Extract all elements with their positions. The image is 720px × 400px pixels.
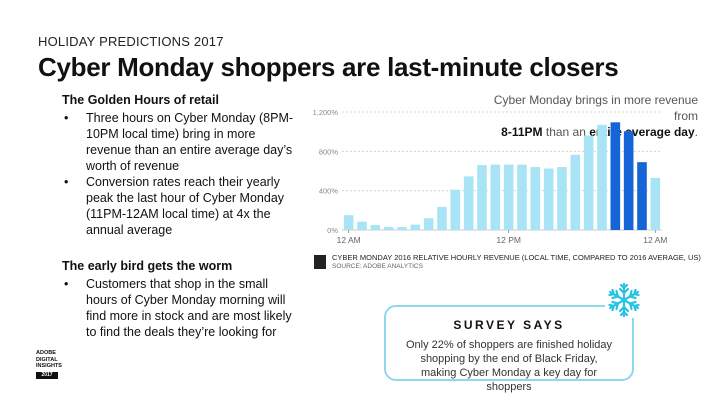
chart-callout: Cyber Monday brings in more revenue from… <box>470 92 698 140</box>
snowflake-icon <box>607 282 641 318</box>
adobe-digital-insights-badge: ADOBE DIGITAL INSIGHTS 2017 <box>36 350 66 386</box>
chart-legend: CYBER MONDAY 2016 RELATIVE HOURLY REVENU… <box>314 253 704 275</box>
badge-year: 2017 <box>36 371 58 379</box>
bar-hour-20 <box>610 122 621 230</box>
badge-line: DIGITAL <box>36 356 58 363</box>
left-column: The Golden Hours of retail Three hours o… <box>62 92 302 340</box>
bar-hour-22 <box>637 162 647 230</box>
bar-hour-7 <box>437 206 447 230</box>
survey-box: SURVEY SAYS Only 22% of shoppers are fin… <box>384 305 634 393</box>
survey-heading: SURVEY SAYS <box>453 318 565 332</box>
snowflake-badge <box>604 280 644 320</box>
eyebrow-label: HOLIDAY PREDICTIONS 2017 <box>38 34 224 49</box>
bar-hour-0 <box>343 215 354 230</box>
golden-hours-heading: The Golden Hours of retail <box>62 93 219 107</box>
bar-hour-15 <box>543 168 554 230</box>
bar-hour-13 <box>517 164 527 230</box>
bar-hour-14 <box>530 167 541 230</box>
bar-hour-19 <box>597 124 607 230</box>
bar-hour-2 <box>370 225 381 230</box>
callout-bold-hours: 8-11PM <box>501 125 543 139</box>
bar-hour-8 <box>450 189 461 230</box>
bar-hour-9 <box>463 176 474 230</box>
page-title: Cyber Monday shoppers are last-minute cl… <box>38 52 619 82</box>
bar-hour-6 <box>423 218 434 230</box>
survey-text: Only 22% of shoppers are finished holida… <box>405 339 613 393</box>
hourly-revenue-chart: 0% 400% 800% 1,200% 12 AM 12 PM 12 AM <box>313 108 668 245</box>
bar-hour-17 <box>570 154 581 230</box>
golden-hours-list: Three hours on Cyber Monday (8PM-10PM lo… <box>62 110 302 238</box>
chart-caption: CYBER MONDAY 2016 RELATIVE HOURLY REVENU… <box>332 253 701 262</box>
callout-end: . <box>694 125 698 139</box>
early-bird-heading: The early bird gets the worm <box>62 259 233 273</box>
bar-hour-16 <box>557 167 567 230</box>
badge-line: ADOBE <box>36 350 56 356</box>
early-bird-list: Customers that shop in the small hours o… <box>62 276 302 340</box>
bullet-item: Customers that shop in the small hours o… <box>62 276 302 340</box>
y-tick-label: 0% <box>327 226 338 235</box>
bar-hour-1 <box>357 221 367 230</box>
y-tick-label: 400% <box>319 187 339 196</box>
bar-hour-10 <box>477 165 487 230</box>
x-tick-label: 12 PM <box>496 235 521 245</box>
bar-hour-12 <box>503 164 514 230</box>
x-tick-label: 12 AM <box>643 235 667 245</box>
bar-hour-18 <box>583 135 594 230</box>
x-tick-label: 12 AM <box>337 235 361 245</box>
bullet-item: Three hours on Cyber Monday (8PM-10PM lo… <box>62 110 302 174</box>
bar-hour-5 <box>410 224 421 230</box>
bar-hour-23 <box>650 177 661 230</box>
y-tick-label: 1,200% <box>313 108 339 117</box>
bar-hour-21 <box>623 131 634 230</box>
badge-line: INSIGHTS <box>36 363 62 369</box>
callout-line1: Cyber Monday brings in more revenue from <box>493 93 698 123</box>
bar-hour-4 <box>397 227 407 230</box>
adobe-logo-icon <box>314 255 326 269</box>
chart-source: SOURCE: ADOBE ANALYTICS <box>332 263 423 270</box>
bar-hour-11 <box>490 164 501 230</box>
y-tick-label: 800% <box>319 147 339 156</box>
bar-hour-3 <box>383 227 394 230</box>
bullet-item: Conversion rates reach their yearly peak… <box>62 174 302 238</box>
callout-mid: than an <box>542 125 590 139</box>
